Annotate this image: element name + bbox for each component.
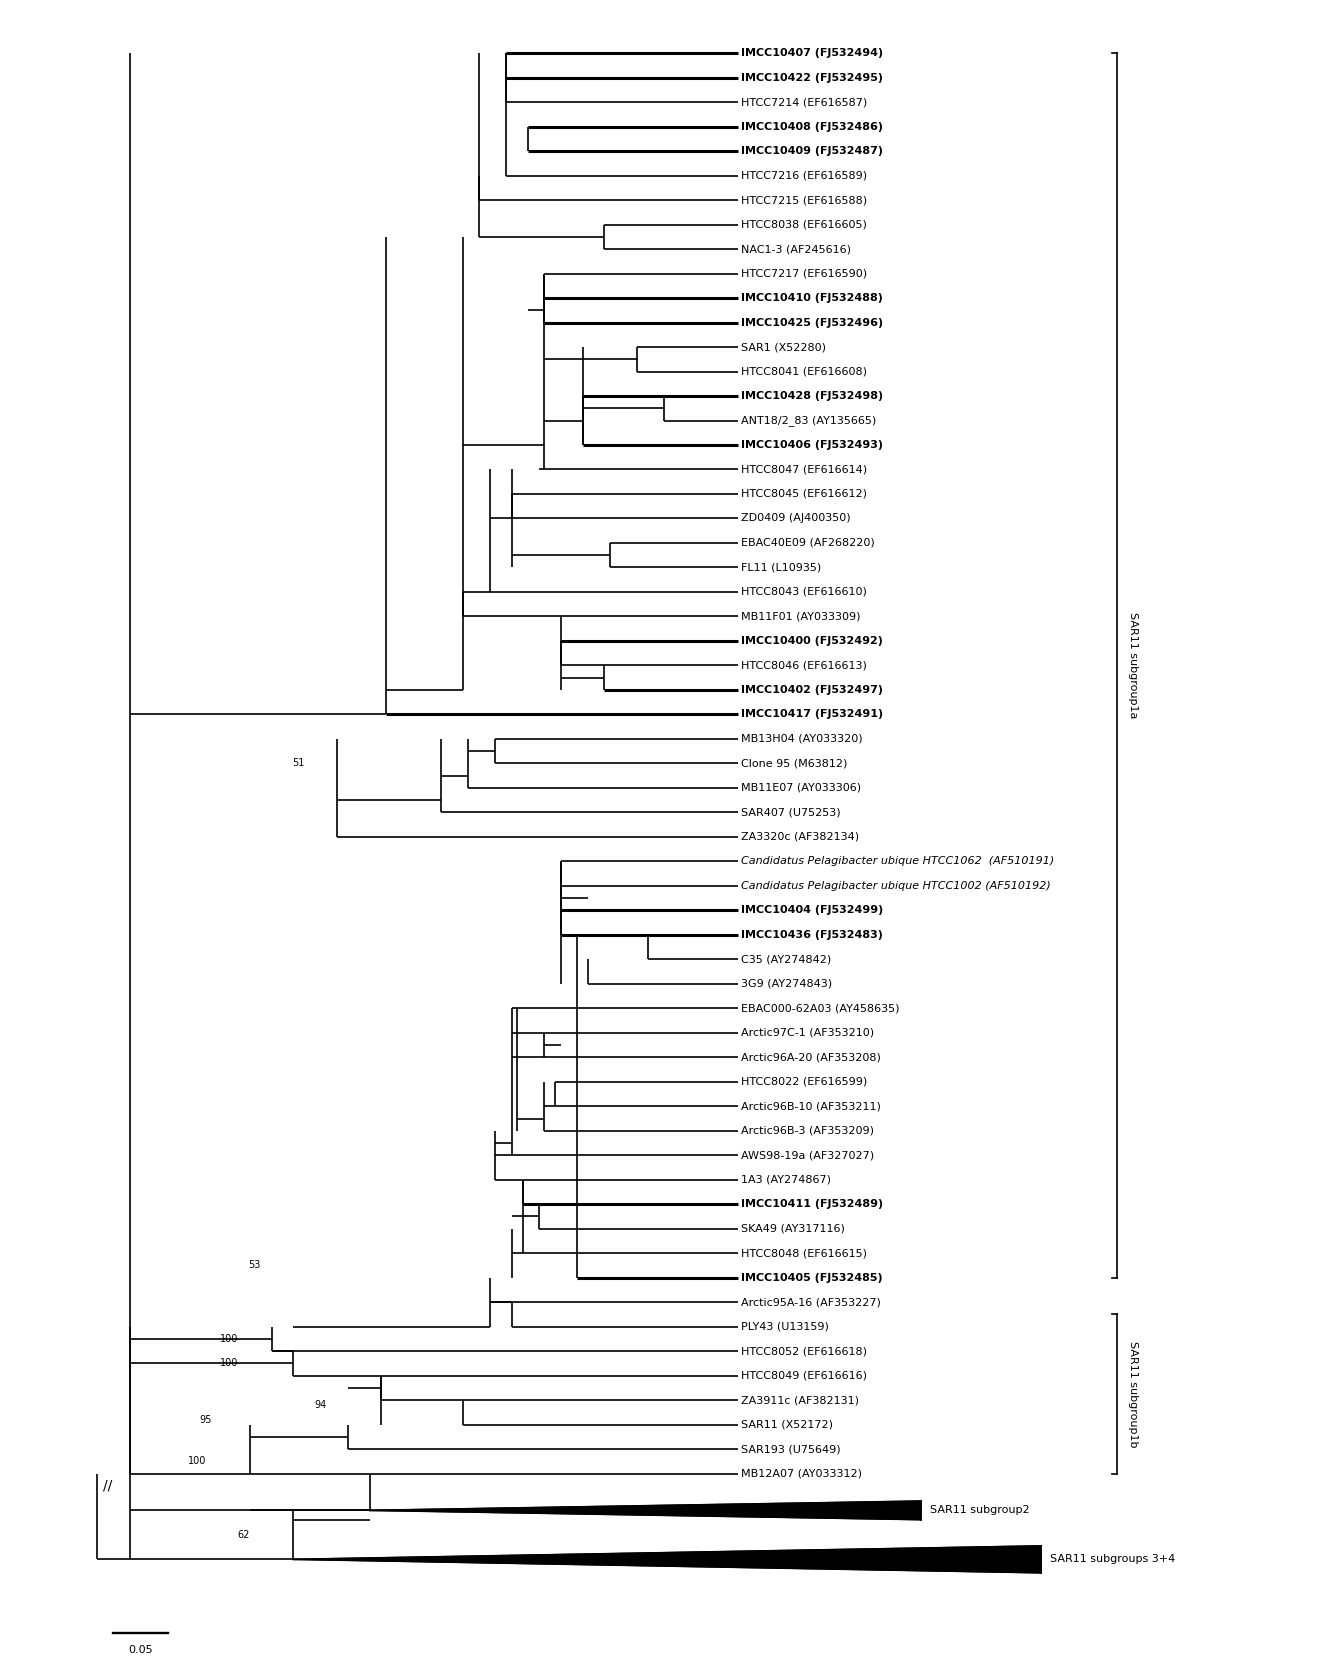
Text: EBAC000-62A03 (AY458635): EBAC000-62A03 (AY458635)	[741, 1004, 899, 1014]
Text: HTCC8046 (EF616613): HTCC8046 (EF616613)	[741, 660, 867, 670]
Text: //: //	[103, 1479, 112, 1492]
Text: IMCC10409 (FJ532487): IMCC10409 (FJ532487)	[741, 146, 883, 156]
Text: SAR11 subgroups 3+4: SAR11 subgroups 3+4	[1049, 1554, 1174, 1564]
Text: HTCC7214 (EF616587): HTCC7214 (EF616587)	[741, 96, 867, 106]
Text: IMCC10425 (FJ532496): IMCC10425 (FJ532496)	[741, 317, 883, 327]
Text: SAR1 (X52280): SAR1 (X52280)	[741, 342, 826, 352]
Text: IMCC10417 (FJ532491): IMCC10417 (FJ532491)	[741, 710, 883, 720]
Text: EBAC40E09 (AF268220): EBAC40E09 (AF268220)	[741, 538, 875, 548]
Text: PLY43 (U13159): PLY43 (U13159)	[741, 1321, 829, 1331]
Text: HTCC8052 (EF616618): HTCC8052 (EF616618)	[741, 1346, 867, 1356]
Text: ZA3320c (AF382134): ZA3320c (AF382134)	[741, 833, 859, 843]
Text: HTCC8022 (EF616599): HTCC8022 (EF616599)	[741, 1077, 867, 1087]
Text: IMCC10408 (FJ532486): IMCC10408 (FJ532486)	[741, 121, 883, 131]
Text: SAR11 subgroup2: SAR11 subgroup2	[929, 1506, 1029, 1516]
Text: MB11F01 (AY033309): MB11F01 (AY033309)	[741, 612, 861, 622]
Text: C35 (AY274842): C35 (AY274842)	[741, 954, 832, 964]
Text: SAR11 (X52172): SAR11 (X52172)	[741, 1419, 833, 1429]
Text: Clone 95 (M63812): Clone 95 (M63812)	[741, 758, 847, 768]
Text: Arctic97C-1 (AF353210): Arctic97C-1 (AF353210)	[741, 1027, 874, 1037]
Text: HTCC8047 (EF616614): HTCC8047 (EF616614)	[741, 464, 867, 474]
Text: ANT18/2_83 (AY135665): ANT18/2_83 (AY135665)	[741, 416, 876, 425]
Text: SAR407 (U75253): SAR407 (U75253)	[741, 808, 841, 818]
Text: SAR11 subgroup1a: SAR11 subgroup1a	[1128, 612, 1139, 718]
Text: Arctic96B-3 (AF353209): Arctic96B-3 (AF353209)	[741, 1125, 874, 1135]
Text: NAC1-3 (AF245616): NAC1-3 (AF245616)	[741, 244, 851, 254]
Text: 100: 100	[220, 1335, 239, 1345]
Text: 62: 62	[237, 1529, 249, 1541]
Text: FL11 (L10935): FL11 (L10935)	[741, 562, 821, 572]
Text: IMCC10436 (FJ532483): IMCC10436 (FJ532483)	[741, 929, 883, 939]
Text: MB12A07 (AY033312): MB12A07 (AY033312)	[741, 1469, 862, 1479]
Text: ZD0409 (AJ400350): ZD0409 (AJ400350)	[741, 514, 850, 524]
Text: SAR11 subgroup1b: SAR11 subgroup1b	[1128, 1341, 1139, 1448]
Text: Arctic96A-20 (AF353208): Arctic96A-20 (AF353208)	[741, 1052, 880, 1062]
Text: MB11E07 (AY033306): MB11E07 (AY033306)	[741, 783, 861, 793]
Text: 3G9 (AY274843): 3G9 (AY274843)	[741, 979, 832, 989]
Text: 100: 100	[187, 1456, 206, 1466]
Polygon shape	[294, 1546, 1041, 1572]
Text: 51: 51	[291, 758, 304, 768]
Text: IMCC10404 (FJ532499): IMCC10404 (FJ532499)	[741, 906, 883, 916]
Text: HTCC7216 (EF616589): HTCC7216 (EF616589)	[741, 171, 867, 181]
Text: SKA49 (AY317116): SKA49 (AY317116)	[741, 1223, 845, 1233]
Text: MB13H04 (AY033320): MB13H04 (AY033320)	[741, 735, 862, 745]
Text: IMCC10402 (FJ532497): IMCC10402 (FJ532497)	[741, 685, 883, 695]
Text: IMCC10407 (FJ532494): IMCC10407 (FJ532494)	[741, 48, 883, 58]
Text: HTCC7217 (EF616590): HTCC7217 (EF616590)	[741, 269, 867, 279]
Polygon shape	[370, 1501, 921, 1519]
Text: IMCC10400 (FJ532492): IMCC10400 (FJ532492)	[741, 637, 883, 647]
Text: HTCC8048 (EF616615): HTCC8048 (EF616615)	[741, 1248, 867, 1258]
Text: 0.05: 0.05	[128, 1645, 153, 1655]
Text: HTCC8038 (EF616605): HTCC8038 (EF616605)	[741, 219, 867, 229]
Text: IMCC10428 (FJ532498): IMCC10428 (FJ532498)	[741, 391, 883, 401]
Text: HTCC8041 (EF616608): HTCC8041 (EF616608)	[741, 367, 867, 377]
Text: Arctic96B-10 (AF353211): Arctic96B-10 (AF353211)	[741, 1102, 880, 1112]
Text: 1A3 (AY274867): 1A3 (AY274867)	[741, 1175, 830, 1185]
Text: Arctic95A-16 (AF353227): Arctic95A-16 (AF353227)	[741, 1298, 880, 1308]
Text: IMCC10405 (FJ532485): IMCC10405 (FJ532485)	[741, 1273, 883, 1283]
Text: HTCC8043 (EF616610): HTCC8043 (EF616610)	[741, 587, 867, 597]
Text: HTCC8045 (EF616612): HTCC8045 (EF616612)	[741, 489, 867, 499]
Text: 94: 94	[314, 1399, 326, 1409]
Text: Candidatus Pelagibacter ubique HTCC1002 (AF510192): Candidatus Pelagibacter ubique HTCC1002 …	[741, 881, 1050, 891]
Text: HTCC7215 (EF616588): HTCC7215 (EF616588)	[741, 194, 867, 204]
Text: SAR193 (U75649): SAR193 (U75649)	[741, 1444, 841, 1454]
Text: Candidatus Pelagibacter ubique HTCC1062  (AF510191): Candidatus Pelagibacter ubique HTCC1062 …	[741, 856, 1054, 866]
Text: IMCC10410 (FJ532488): IMCC10410 (FJ532488)	[741, 293, 883, 302]
Text: 100: 100	[220, 1358, 239, 1368]
Text: AWS98-19a (AF327027): AWS98-19a (AF327027)	[741, 1150, 874, 1160]
Text: IMCC10411 (FJ532489): IMCC10411 (FJ532489)	[741, 1200, 883, 1210]
Text: IMCC10406 (FJ532493): IMCC10406 (FJ532493)	[741, 440, 883, 450]
Text: 95: 95	[199, 1414, 211, 1424]
Text: HTCC8049 (EF616616): HTCC8049 (EF616616)	[741, 1371, 867, 1381]
Text: ZA3911c (AF382131): ZA3911c (AF382131)	[741, 1394, 859, 1404]
Text: IMCC10422 (FJ532495): IMCC10422 (FJ532495)	[741, 73, 883, 83]
Text: 53: 53	[248, 1260, 261, 1270]
